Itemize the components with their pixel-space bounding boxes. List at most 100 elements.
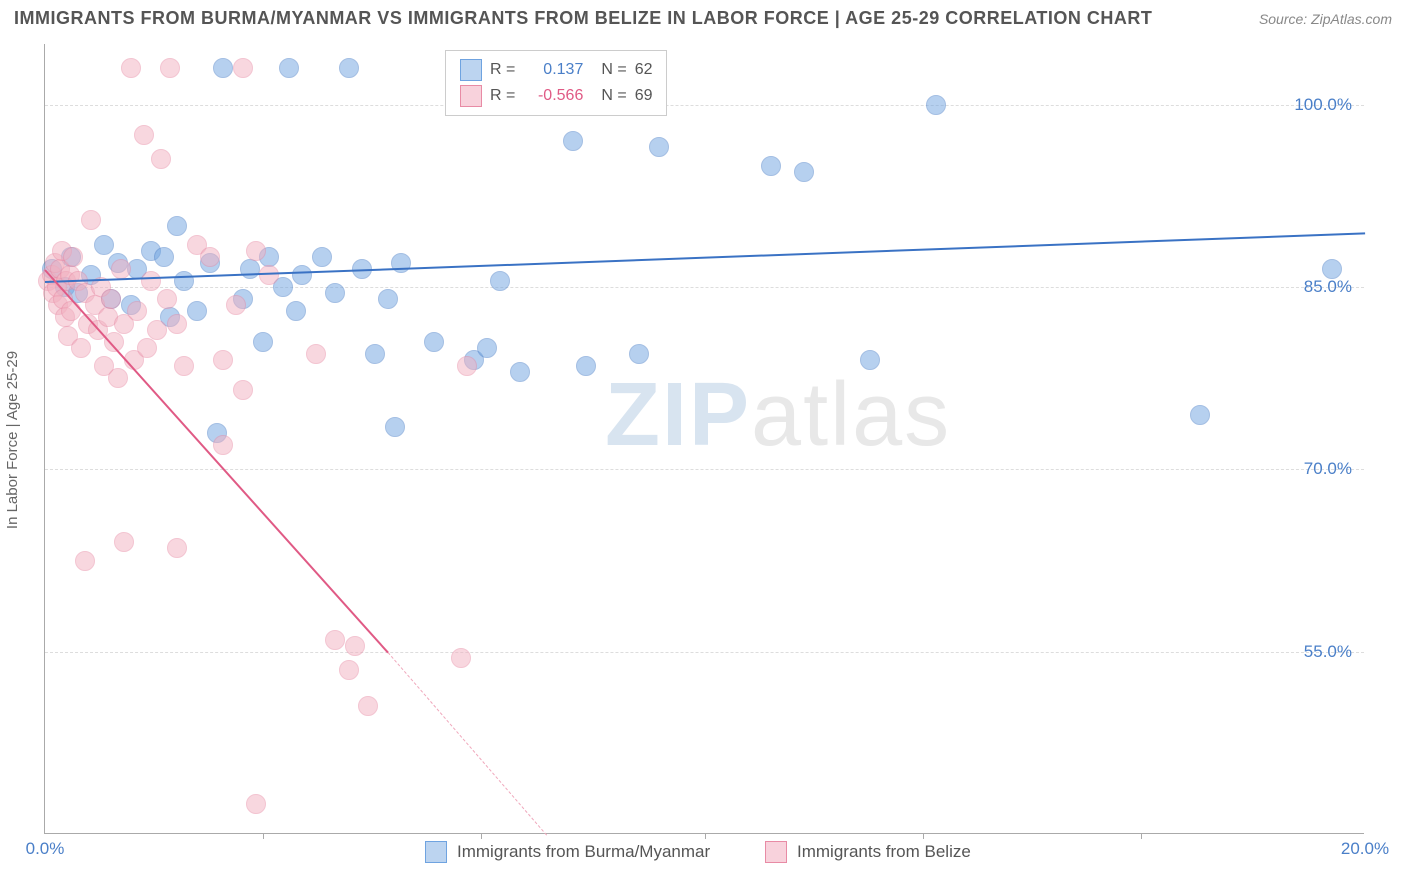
scatter-point bbox=[325, 283, 345, 303]
scatter-point bbox=[167, 216, 187, 236]
scatter-point bbox=[94, 235, 114, 255]
n-value: 69 bbox=[635, 87, 653, 105]
scatter-point bbox=[174, 356, 194, 376]
chart-container: IMMIGRANTS FROM BURMA/MYANMAR VS IMMIGRA… bbox=[0, 0, 1406, 892]
legend-swatch bbox=[425, 841, 447, 863]
watermark: ZIPatlas bbox=[605, 364, 951, 467]
n-label: N = bbox=[601, 61, 626, 79]
scatter-point bbox=[457, 356, 477, 376]
legend-swatch bbox=[460, 85, 482, 107]
x-minor-tick bbox=[1141, 833, 1142, 839]
trend-line-extension bbox=[388, 652, 547, 835]
gridline-horizontal bbox=[45, 287, 1364, 288]
scatter-point bbox=[134, 125, 154, 145]
scatter-point bbox=[292, 265, 312, 285]
scatter-point bbox=[233, 58, 253, 78]
title-bar: IMMIGRANTS FROM BURMA/MYANMAR VS IMMIGRA… bbox=[14, 8, 1392, 29]
x-tick-label: 0.0% bbox=[26, 839, 65, 859]
scatter-point bbox=[213, 435, 233, 455]
scatter-point bbox=[127, 301, 147, 321]
correlation-legend-row: R = 0.137 N = 62 bbox=[460, 57, 652, 83]
scatter-point bbox=[108, 368, 128, 388]
scatter-point bbox=[101, 289, 121, 309]
x-minor-tick bbox=[263, 833, 264, 839]
scatter-point bbox=[860, 350, 880, 370]
scatter-point bbox=[154, 247, 174, 267]
scatter-point bbox=[345, 636, 365, 656]
source-attribution: Source: ZipAtlas.com bbox=[1259, 11, 1392, 27]
watermark-zip: ZIP bbox=[605, 365, 751, 465]
r-value: -0.566 bbox=[523, 87, 583, 105]
scatter-point bbox=[71, 338, 91, 358]
scatter-point bbox=[306, 344, 326, 364]
series-legend-item: Immigrants from Burma/Myanmar bbox=[425, 841, 710, 863]
scatter-point bbox=[926, 95, 946, 115]
scatter-point bbox=[576, 356, 596, 376]
scatter-point bbox=[358, 696, 378, 716]
scatter-point bbox=[794, 162, 814, 182]
scatter-point bbox=[339, 660, 359, 680]
plot-area: ZIPatlas 55.0%70.0%85.0%100.0%0.0%20.0%R… bbox=[44, 44, 1364, 834]
scatter-point bbox=[424, 332, 444, 352]
y-tick-label: 85.0% bbox=[1304, 277, 1352, 297]
x-minor-tick bbox=[481, 833, 482, 839]
scatter-point bbox=[378, 289, 398, 309]
scatter-point bbox=[137, 338, 157, 358]
scatter-point bbox=[174, 271, 194, 291]
scatter-point bbox=[75, 551, 95, 571]
series-legend-label: Immigrants from Belize bbox=[797, 842, 971, 862]
scatter-point bbox=[187, 301, 207, 321]
x-tick-label: 20.0% bbox=[1341, 839, 1389, 859]
chart-title: IMMIGRANTS FROM BURMA/MYANMAR VS IMMIGRA… bbox=[14, 8, 1152, 29]
r-label: R = bbox=[490, 61, 515, 79]
series-legend-item: Immigrants from Belize bbox=[765, 841, 971, 863]
scatter-point bbox=[1322, 259, 1342, 279]
gridline-horizontal bbox=[45, 105, 1364, 106]
scatter-point bbox=[81, 210, 101, 230]
scatter-point bbox=[477, 338, 497, 358]
scatter-point bbox=[213, 58, 233, 78]
scatter-point bbox=[141, 271, 161, 291]
series-legend-label: Immigrants from Burma/Myanmar bbox=[457, 842, 710, 862]
trend-line bbox=[45, 232, 1365, 283]
scatter-point bbox=[160, 58, 180, 78]
legend-swatch bbox=[765, 841, 787, 863]
scatter-point bbox=[365, 344, 385, 364]
correlation-legend: R = 0.137 N = 62 R = -0.566 N = 69 bbox=[445, 50, 667, 116]
scatter-point bbox=[312, 247, 332, 267]
scatter-point bbox=[385, 417, 405, 437]
x-minor-tick bbox=[923, 833, 924, 839]
trend-line bbox=[44, 269, 389, 653]
scatter-point bbox=[240, 259, 260, 279]
y-tick-label: 70.0% bbox=[1304, 459, 1352, 479]
scatter-point bbox=[111, 259, 131, 279]
y-axis-label: In Labor Force | Age 25-29 bbox=[4, 351, 21, 529]
y-tick-label: 100.0% bbox=[1294, 95, 1352, 115]
r-label: R = bbox=[490, 87, 515, 105]
scatter-point bbox=[121, 58, 141, 78]
scatter-point bbox=[286, 301, 306, 321]
scatter-point bbox=[147, 320, 167, 340]
scatter-point bbox=[200, 247, 220, 267]
r-value: 0.137 bbox=[523, 61, 583, 79]
scatter-point bbox=[563, 131, 583, 151]
gridline-horizontal bbox=[45, 469, 1364, 470]
gridline-horizontal bbox=[45, 652, 1364, 653]
scatter-point bbox=[246, 794, 266, 814]
scatter-point bbox=[114, 532, 134, 552]
scatter-point bbox=[629, 344, 649, 364]
scatter-point bbox=[63, 247, 83, 267]
scatter-point bbox=[246, 241, 266, 261]
scatter-point bbox=[451, 648, 471, 668]
scatter-point bbox=[226, 295, 246, 315]
scatter-point bbox=[167, 538, 187, 558]
scatter-point bbox=[510, 362, 530, 382]
scatter-point bbox=[649, 137, 669, 157]
scatter-point bbox=[167, 314, 187, 334]
n-value: 62 bbox=[635, 61, 653, 79]
n-label: N = bbox=[601, 87, 626, 105]
x-minor-tick bbox=[705, 833, 706, 839]
y-tick-label: 55.0% bbox=[1304, 642, 1352, 662]
scatter-point bbox=[325, 630, 345, 650]
legend-swatch bbox=[460, 59, 482, 81]
